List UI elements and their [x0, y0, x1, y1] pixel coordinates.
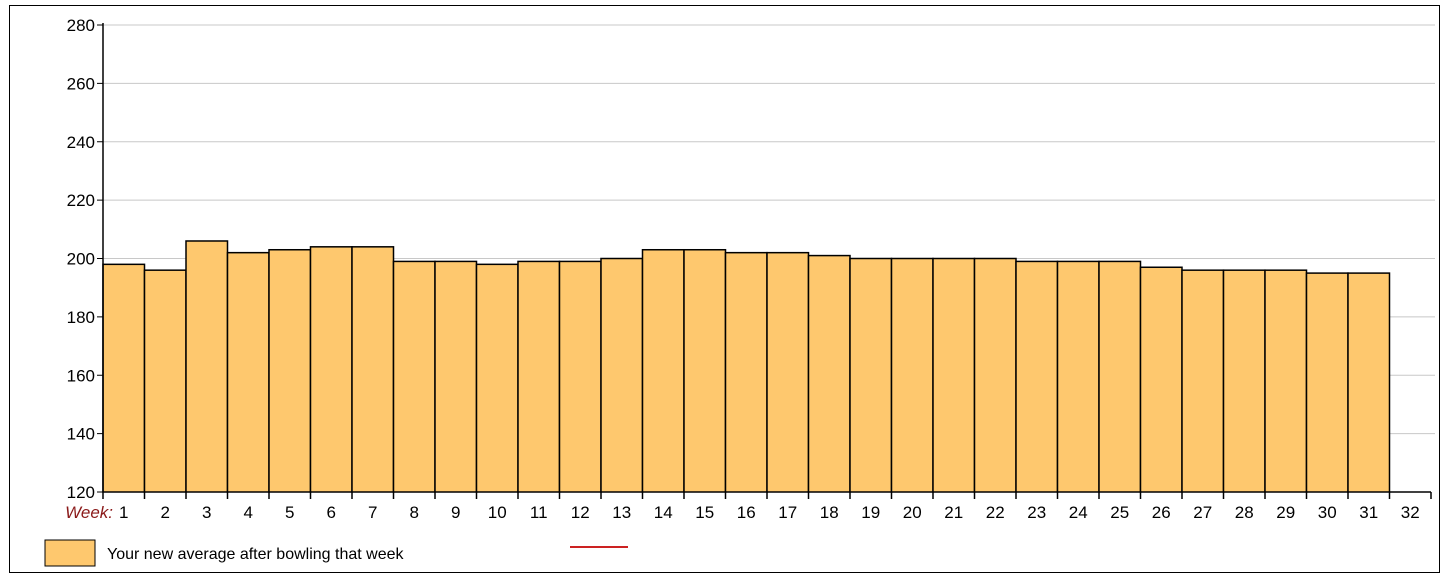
- x-tick-label: 7: [368, 503, 377, 522]
- x-tick-label: 31: [1359, 503, 1378, 522]
- bar: [143, 269, 187, 493]
- y-tick-label: 240: [67, 133, 95, 152]
- bar: [1056, 260, 1100, 493]
- x-tick-label: 6: [327, 503, 336, 522]
- x-tick-label: 2: [161, 503, 170, 522]
- x-tick-label: 26: [1152, 503, 1171, 522]
- bar: [1015, 260, 1059, 493]
- bar: [1181, 269, 1225, 493]
- bar: [558, 260, 602, 493]
- x-tick-label: 25: [1110, 503, 1129, 522]
- bar: [1305, 272, 1349, 493]
- bar: [1264, 269, 1308, 493]
- x-tick-label: 15: [695, 503, 714, 522]
- x-tick-label: 23: [1027, 503, 1046, 522]
- x-tick-labels: Week: 1 2 3 4 5 6 7 8 9 10 11 12 13 14 15 16 17 18 19 20 21 2…: [65, 492, 1432, 522]
- x-tick-label: 29: [1276, 503, 1295, 522]
- x-tick-label: 20: [903, 503, 922, 522]
- bar: [766, 251, 810, 493]
- bar: [683, 248, 727, 493]
- bar: [351, 246, 395, 493]
- x-tick-label: 17: [778, 503, 797, 522]
- x-tick-label: 27: [1193, 503, 1212, 522]
- x-tick-label: 4: [244, 503, 253, 522]
- x-tick-label: 9: [451, 503, 460, 522]
- bar: [517, 260, 561, 493]
- bar: [641, 248, 685, 493]
- bar: [973, 257, 1017, 493]
- x-tick-label: 5: [285, 503, 294, 522]
- bar: [1098, 260, 1142, 493]
- bar: [1347, 272, 1391, 493]
- y-tick-label: 120: [67, 483, 95, 502]
- x-tick-label: 3: [202, 503, 211, 522]
- x-axis-label: Week:: [65, 503, 113, 522]
- bar: [807, 254, 851, 493]
- y-tick-label: 220: [67, 191, 95, 210]
- x-tick-label: 10: [488, 503, 507, 522]
- y-tick-label: 140: [67, 425, 95, 444]
- bar: [890, 257, 934, 493]
- bar: [268, 248, 312, 493]
- x-tick-label: 22: [986, 503, 1005, 522]
- x-tick-label: 24: [1069, 503, 1088, 522]
- bar: [185, 240, 229, 493]
- x-tick-label: 30: [1318, 503, 1337, 522]
- x-tick-label: 16: [737, 503, 756, 522]
- legend-label: Your new average after bowling that week: [107, 546, 404, 563]
- bar: [1139, 266, 1183, 493]
- legend-swatch: [44, 539, 96, 567]
- x-tick-label: 21: [944, 503, 963, 522]
- y-tick-label: 180: [67, 308, 95, 327]
- x-tick-label: 19: [861, 503, 880, 522]
- y-tick-label: 260: [67, 74, 95, 93]
- bars: [102, 240, 1431, 493]
- x-tick-label: 32: [1401, 503, 1420, 522]
- y-tick-label: 200: [67, 250, 95, 269]
- x-tick-label: 28: [1235, 503, 1254, 522]
- x-tick-label: 12: [571, 503, 590, 522]
- bar: [724, 251, 768, 493]
- bar: [932, 257, 976, 493]
- bar: [392, 260, 436, 493]
- y-tick-labels: 120 140 160 180 200 220 240 260 280: [67, 16, 103, 502]
- bar: [102, 263, 146, 493]
- x-tick-label: 14: [654, 503, 673, 522]
- x-tick-label: 11: [530, 503, 548, 522]
- x-tick-label: 13: [612, 503, 631, 522]
- bar: [600, 257, 644, 493]
- bar: [849, 257, 893, 493]
- x-tick-label: 18: [820, 503, 839, 522]
- bar: [1222, 269, 1266, 493]
- bar: [475, 263, 519, 493]
- bar: [434, 260, 478, 493]
- legend: Your new average after bowling that week: [44, 539, 628, 567]
- x-tick-label: 1: [119, 503, 128, 522]
- y-tick-label: 280: [67, 16, 95, 35]
- x-tick-label: 8: [410, 503, 419, 522]
- bar: [226, 251, 270, 493]
- y-tick-label: 160: [67, 366, 95, 385]
- bar: [309, 246, 353, 493]
